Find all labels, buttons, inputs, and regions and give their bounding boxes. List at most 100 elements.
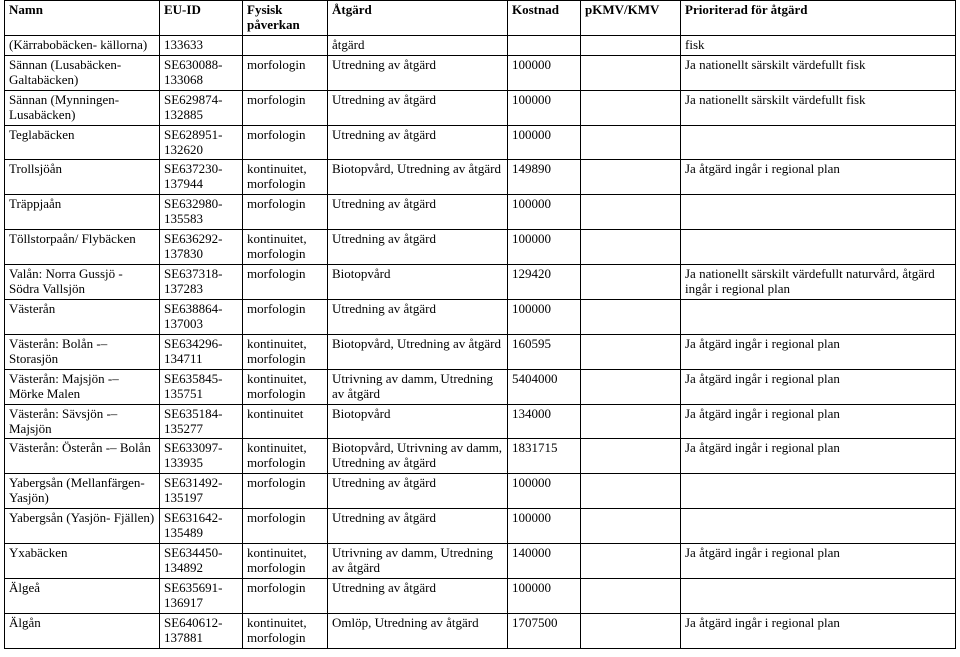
table-cell: Utredning av åtgärd [328, 299, 508, 334]
table-cell: Utredning av åtgärd [328, 578, 508, 613]
table-cell [581, 509, 681, 544]
table-cell: Ja nationellt särskilt värdefullt fisk [681, 90, 956, 125]
table-cell [581, 544, 681, 579]
table-cell: fisk [681, 35, 956, 55]
table-row: Yabergsån (Mellanfärgen- Yasjön)SE631492… [5, 474, 956, 509]
table-cell: 100000 [508, 195, 581, 230]
table-cell: kontinuitet, morfologin [243, 160, 328, 195]
table-cell: Omlöp, Utredning av åtgärd [328, 613, 508, 648]
table-cell [581, 474, 681, 509]
table-cell: Biotopvård [328, 265, 508, 300]
table-cell: 100000 [508, 299, 581, 334]
table-header-row: Namn EU-ID Fysisk påverkan Åtgärd Kostna… [5, 1, 956, 36]
table-cell: kontinuitet, morfologin [243, 544, 328, 579]
table-cell: Valån: Norra Gussjö - Södra Vallsjön [5, 265, 160, 300]
table-cell: 100000 [508, 55, 581, 90]
table-cell: 100000 [508, 578, 581, 613]
table-cell: 129420 [508, 265, 581, 300]
table-cell: SE635691-136917 [160, 578, 243, 613]
table-cell: SE634450-134892 [160, 544, 243, 579]
table-cell: Biotopvård, Utredning av åtgärd [328, 160, 508, 195]
table-cell [681, 299, 956, 334]
table-row: VästerånSE638864-137003morfologinUtredni… [5, 299, 956, 334]
table-cell: SE631492-135197 [160, 474, 243, 509]
table-cell: morfologin [243, 195, 328, 230]
table-cell [681, 230, 956, 265]
table-cell: Ja åtgärd ingår i regional plan [681, 613, 956, 648]
table-cell [681, 509, 956, 544]
table-cell [581, 55, 681, 90]
table-cell: Yabergsån (Yasjön- Fjällen) [5, 509, 160, 544]
table-row: YxabäckenSE634450-134892kontinuitet, mor… [5, 544, 956, 579]
table-row: Sännan (Lusabäcken- Galtabäcken)SE630088… [5, 55, 956, 90]
table-cell: Utredning av åtgärd [328, 230, 508, 265]
col-header-namn: Namn [5, 1, 160, 36]
table-cell: SE635845-135751 [160, 369, 243, 404]
table-cell: kontinuitet, morfologin [243, 334, 328, 369]
table-cell: Älgeå [5, 578, 160, 613]
table-cell: Sännan (Mynningen- Lusabäcken) [5, 90, 160, 125]
table-cell: SE636292-137830 [160, 230, 243, 265]
table-cell [508, 35, 581, 55]
table-cell [243, 35, 328, 55]
table-row: TräppjaånSE632980-135583morfologinUtredn… [5, 195, 956, 230]
table-cell: morfologin [243, 474, 328, 509]
col-header-pkmv: pKMV/KMV [581, 1, 681, 36]
table-cell: Ja åtgärd ingår i regional plan [681, 404, 956, 439]
table-cell: Västerån: Majsjön -– Mörke Malen [5, 369, 160, 404]
table-cell: Västerån: Sävsjön -– Majsjön [5, 404, 160, 439]
table-cell: 134000 [508, 404, 581, 439]
table-cell: morfologin [243, 265, 328, 300]
table-cell: SE631642-135489 [160, 509, 243, 544]
table-cell: Ja nationellt särskilt värdefullt naturv… [681, 265, 956, 300]
table-cell [681, 474, 956, 509]
table-cell: Biotopvård, Utrivning av damm, Utredning… [328, 439, 508, 474]
table-cell: 160595 [508, 334, 581, 369]
table-header: Namn EU-ID Fysisk påverkan Åtgärd Kostna… [5, 1, 956, 36]
table-cell: Teglabäcken [5, 125, 160, 160]
table-cell [681, 578, 956, 613]
table-cell: Töllstorpaån/ Flybäcken [5, 230, 160, 265]
table-row: (Kärrabobäcken- källorna)133633åtgärdfis… [5, 35, 956, 55]
table-row: Sännan (Mynningen- Lusabäcken)SE629874-1… [5, 90, 956, 125]
table-cell: (Kärrabobäcken- källorna) [5, 35, 160, 55]
col-header-prioriterad: Prioriterad för åtgärd [681, 1, 956, 36]
table-row: ÄlgånSE640612-137881kontinuitet, morfolo… [5, 613, 956, 648]
table-cell: Yabergsån (Mellanfärgen- Yasjön) [5, 474, 160, 509]
table-row: Valån: Norra Gussjö - Södra VallsjönSE63… [5, 265, 956, 300]
col-header-kostnad: Kostnad [508, 1, 581, 36]
data-table: Namn EU-ID Fysisk påverkan Åtgärd Kostna… [4, 0, 956, 649]
table-cell: morfologin [243, 55, 328, 90]
table-cell: Träppjaån [5, 195, 160, 230]
col-header-fysisk: Fysisk påverkan [243, 1, 328, 36]
table-cell: 100000 [508, 90, 581, 125]
table-cell: 100000 [508, 509, 581, 544]
table-row: Töllstorpaån/ FlybäckenSE636292-137830ko… [5, 230, 956, 265]
table-cell [581, 125, 681, 160]
table-cell [681, 195, 956, 230]
table-cell: Västerån: Österån -– Bolån [5, 439, 160, 474]
table-cell: Utredning av åtgärd [328, 55, 508, 90]
table-cell: 140000 [508, 544, 581, 579]
table-cell: morfologin [243, 125, 328, 160]
table-cell: SE640612-137881 [160, 613, 243, 648]
table-row: Västerån: Sävsjön -– MajsjönSE635184-135… [5, 404, 956, 439]
table-cell: SE638864-137003 [160, 299, 243, 334]
table-row: Västerån: Majsjön -– Mörke MalenSE635845… [5, 369, 956, 404]
page: { "table": { "headers": ["Namn", "EU-ID"… [0, 0, 960, 657]
table-cell: kontinuitet, morfologin [243, 230, 328, 265]
table-cell: Biotopvård [328, 404, 508, 439]
table-cell [581, 439, 681, 474]
table-cell: morfologin [243, 578, 328, 613]
col-header-euid: EU-ID [160, 1, 243, 36]
table-cell: SE635184-135277 [160, 404, 243, 439]
table-cell: Älgån [5, 613, 160, 648]
table-cell: Västerån: Bolån -– Storasjön [5, 334, 160, 369]
table-cell [581, 613, 681, 648]
table-cell: åtgärd [328, 35, 508, 55]
table-cell: Ja nationellt särskilt värdefullt fisk [681, 55, 956, 90]
table-cell: 149890 [508, 160, 581, 195]
table-row: Västerån: Österån -– BolånSE633097-13393… [5, 439, 956, 474]
table-cell: Ja åtgärd ingår i regional plan [681, 160, 956, 195]
table-cell [581, 578, 681, 613]
